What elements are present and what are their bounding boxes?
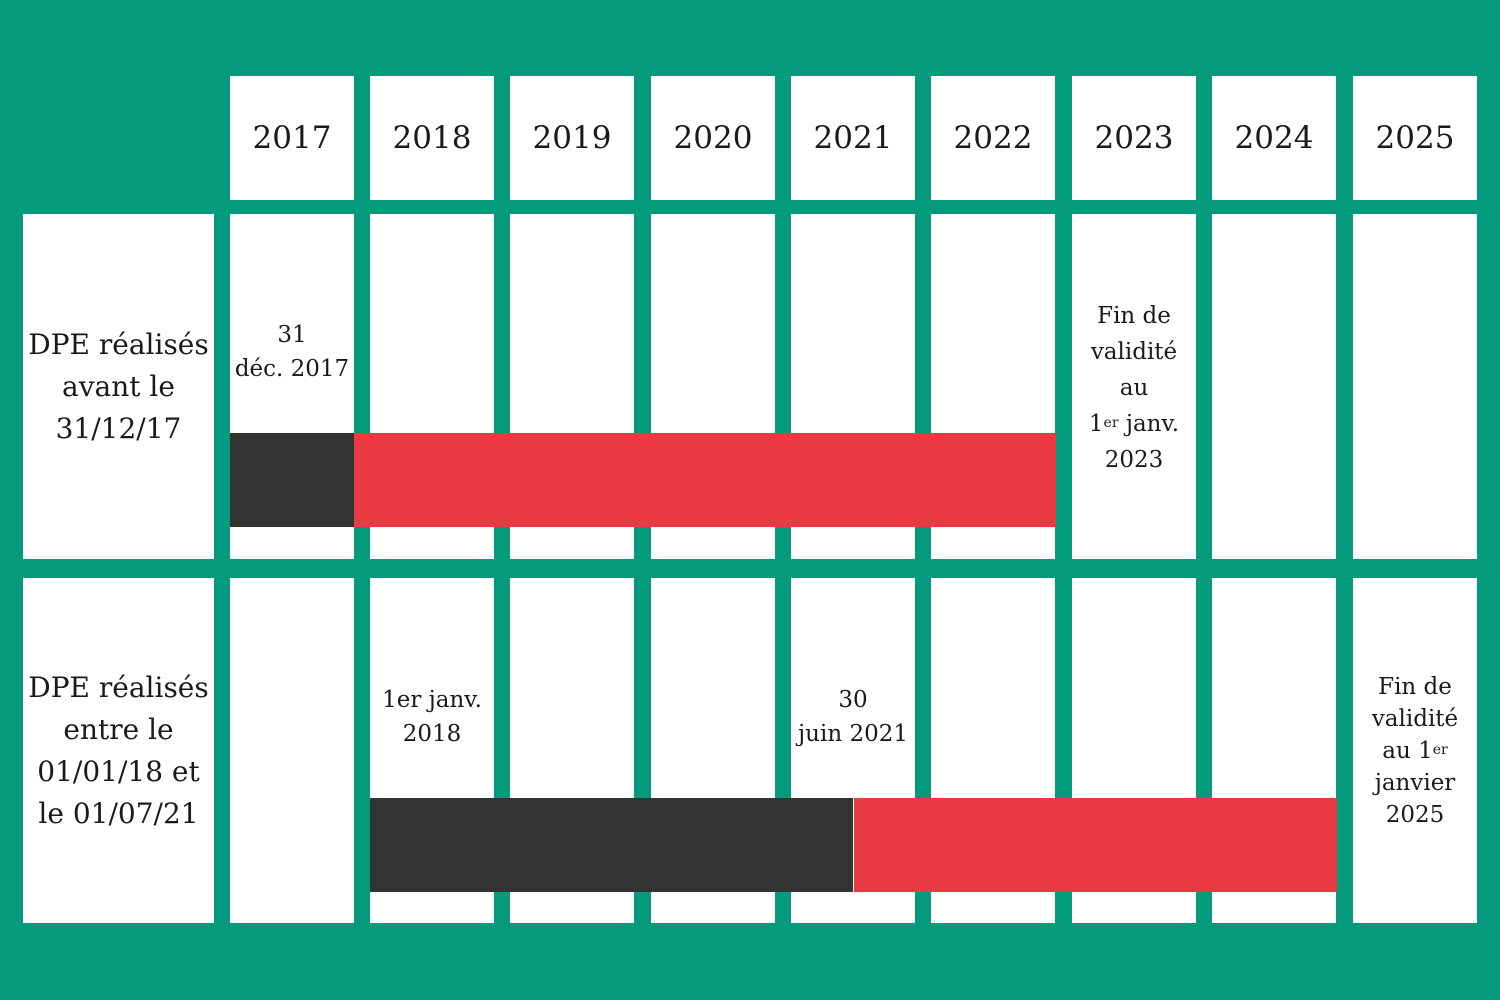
row2-period-bar <box>370 798 853 892</box>
year-header-2024: 2024 <box>1212 76 1336 200</box>
year-header-2025: 2025 <box>1353 76 1477 200</box>
year-header-2021: 2021 <box>791 76 915 200</box>
year-header-2019: 2019 <box>510 76 634 200</box>
row1-cell-2024 <box>1212 214 1336 559</box>
row1-cell-2023 <box>1072 214 1196 559</box>
row1-period-bar <box>230 433 354 527</box>
year-header-2017: 2017 <box>230 76 354 200</box>
row2-validity-bar <box>854 798 1337 892</box>
year-header-2022: 2022 <box>931 76 1055 200</box>
row1-end-note: Fin de validité au 1er janv. 2023 <box>1088 303 1180 473</box>
year-header-2018: 2018 <box>370 76 494 200</box>
row-label-2018-2021: DPE réalisés entre le 01/01/18 et le 01/… <box>23 578 214 923</box>
row2-mid-note: 30 juin 2021 <box>798 687 908 747</box>
year-header-2023: 2023 <box>1072 76 1196 200</box>
year-header-2020: 2020 <box>651 76 775 200</box>
row1-start-note: 31 déc. 2017 <box>234 322 350 382</box>
row2-end-note: Fin de validité au 1er janvier 2025 <box>1371 674 1459 828</box>
row1-cell-2025 <box>1353 214 1477 559</box>
row-label-before-2018: DPE réalisés avant le 31/12/17 <box>23 214 214 559</box>
row2-start-note: 1er janv. 2018 <box>382 687 482 747</box>
row2-cell-2017 <box>230 578 354 923</box>
row2-cell-2025 <box>1353 578 1477 923</box>
row1-validity-bar <box>354 433 1056 527</box>
